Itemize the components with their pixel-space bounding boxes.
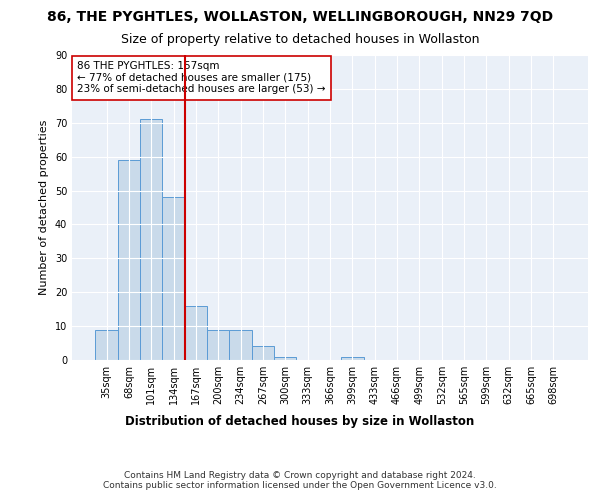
Bar [118,160,140,360]
Bar [207,330,229,360]
Text: Size of property relative to detached houses in Wollaston: Size of property relative to detached ho… [121,32,479,46]
Text: Distribution of detached houses by size in Wollaston: Distribution of detached houses by size … [125,415,475,428]
Bar [95,330,118,360]
Bar [274,356,296,360]
Text: Contains HM Land Registry data © Crown copyright and database right 2024.
Contai: Contains HM Land Registry data © Crown c… [103,470,497,490]
Text: 86, THE PYGHTLES, WOLLASTON, WELLINGBOROUGH, NN29 7QD: 86, THE PYGHTLES, WOLLASTON, WELLINGBORO… [47,10,553,24]
Bar [229,330,252,360]
Y-axis label: Number of detached properties: Number of detached properties [39,120,49,295]
Bar [140,120,163,360]
Text: 86 THE PYGHTLES: 157sqm
← 77% of detached houses are smaller (175)
23% of semi-d: 86 THE PYGHTLES: 157sqm ← 77% of detache… [77,61,326,94]
Bar [252,346,274,360]
Bar [341,356,364,360]
Bar [185,306,207,360]
Bar [163,198,185,360]
